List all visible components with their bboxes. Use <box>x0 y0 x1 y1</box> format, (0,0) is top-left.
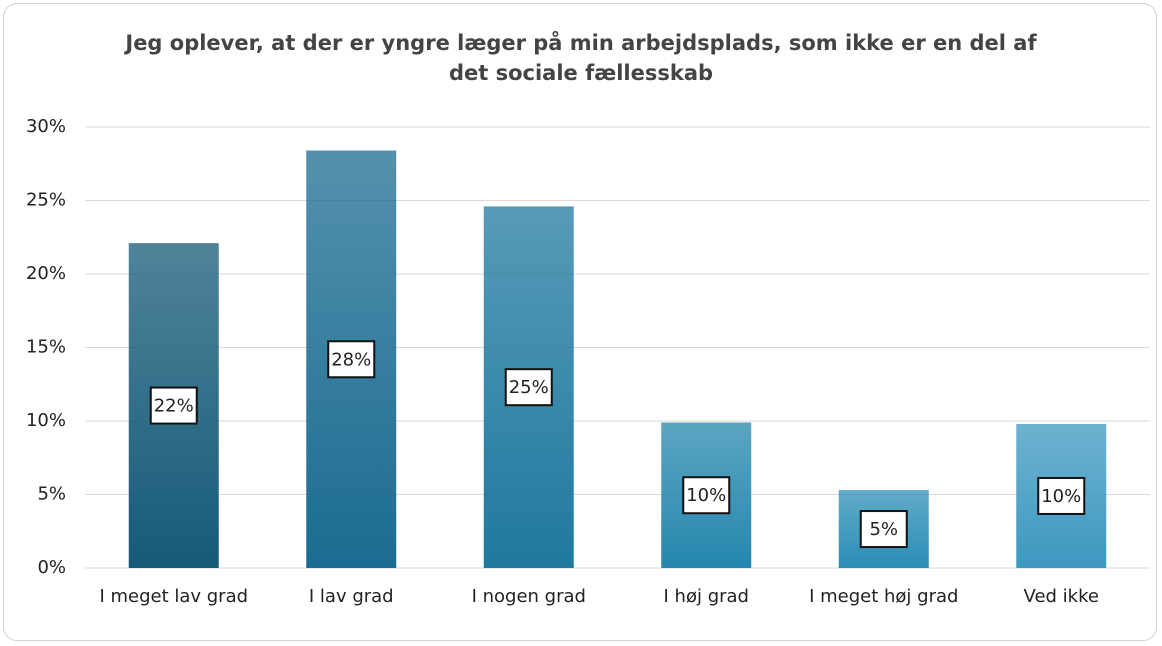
data-label: 28% <box>331 349 371 370</box>
chart-title: Jeg oplever, at der er yngre læger på mi… <box>125 31 1037 85</box>
data-label-box <box>327 340 376 379</box>
x-tick-label: Ved ikke <box>1023 586 1099 607</box>
data-label: 22% <box>154 396 194 417</box>
y-tick-label: 30% <box>26 116 66 137</box>
x-tick-label: I nogen grad <box>471 586 586 607</box>
data-label: 10% <box>1041 486 1081 507</box>
y-tick-label: 15% <box>26 337 66 358</box>
chart-frame <box>3 3 1157 641</box>
y-tick-label: 25% <box>26 190 66 211</box>
x-tick-label: I høj grad <box>663 586 749 607</box>
x-tick-label: I meget høj grad <box>809 586 959 607</box>
y-tick-label: 5% <box>37 484 66 505</box>
y-tick-label: 20% <box>26 263 66 284</box>
data-label-box <box>504 368 553 407</box>
x-tick-label: I meget lav grad <box>99 586 249 607</box>
data-label-box <box>1037 476 1086 515</box>
data-label-box <box>682 476 731 515</box>
data-label-box <box>859 510 908 549</box>
data-label-box <box>149 386 198 425</box>
y-tick-label: 0% <box>37 557 66 578</box>
x-tick-label: I lav grad <box>308 586 394 607</box>
y-tick-label: 10% <box>26 410 66 431</box>
data-label: 5% <box>869 519 898 540</box>
data-label: 25% <box>509 377 549 398</box>
data-label: 10% <box>686 485 726 506</box>
